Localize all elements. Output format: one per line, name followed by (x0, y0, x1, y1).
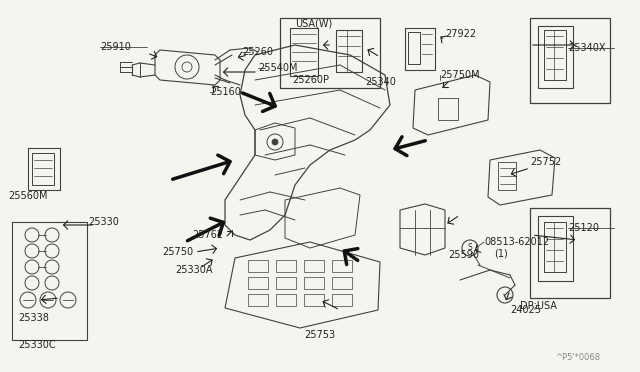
Text: 25750M: 25750M (440, 70, 479, 80)
Text: DP;USA: DP;USA (520, 301, 556, 311)
Text: 25750: 25750 (162, 247, 193, 257)
Bar (304, 277, 324, 289)
Bar (498, 162, 516, 190)
Text: 25752: 25752 (530, 157, 561, 167)
Bar (276, 277, 296, 289)
Bar (538, 216, 573, 281)
Bar (530, 208, 610, 298)
Text: 24025: 24025 (510, 305, 541, 315)
Bar (438, 98, 458, 120)
Text: 25340: 25340 (365, 77, 396, 87)
Text: 25260P: 25260P (292, 75, 329, 85)
Bar (332, 294, 352, 306)
Bar (408, 32, 420, 64)
Text: 25340X: 25340X (568, 43, 605, 53)
Bar (290, 28, 318, 76)
Bar (530, 18, 610, 103)
Bar (336, 30, 362, 72)
Text: 25560M: 25560M (8, 191, 48, 201)
Bar (538, 26, 573, 88)
Text: 25540M: 25540M (258, 63, 298, 73)
Bar (32, 153, 54, 185)
Bar (544, 222, 566, 272)
Text: 25590: 25590 (448, 250, 479, 260)
Bar (304, 260, 324, 272)
Text: 25338: 25338 (18, 313, 49, 323)
Text: S: S (468, 244, 472, 253)
Bar (332, 277, 352, 289)
Bar (248, 294, 268, 306)
Text: 25260: 25260 (242, 47, 273, 57)
Text: (1): (1) (494, 249, 508, 259)
Text: 25120: 25120 (568, 223, 599, 233)
Text: 25160: 25160 (210, 87, 241, 97)
Text: ^P5'*0068: ^P5'*0068 (555, 353, 600, 362)
Bar (304, 294, 324, 306)
Bar (12, 222, 87, 340)
Text: 25330A: 25330A (175, 265, 212, 275)
Bar (276, 260, 296, 272)
Circle shape (272, 139, 278, 145)
Text: 25762: 25762 (192, 230, 223, 240)
Text: 25330C: 25330C (18, 340, 56, 350)
Bar (332, 260, 352, 272)
Bar (280, 18, 380, 88)
Text: 25910: 25910 (100, 42, 131, 52)
Bar (544, 30, 566, 80)
Text: 25753: 25753 (305, 330, 335, 340)
Bar (405, 28, 435, 70)
Text: 27922: 27922 (445, 29, 476, 39)
Text: 08513-62012: 08513-62012 (484, 237, 549, 247)
Text: USA(W): USA(W) (296, 19, 333, 29)
Bar (28, 148, 60, 190)
Bar (276, 294, 296, 306)
Text: 25330: 25330 (88, 217, 119, 227)
Bar (248, 260, 268, 272)
Bar (248, 277, 268, 289)
